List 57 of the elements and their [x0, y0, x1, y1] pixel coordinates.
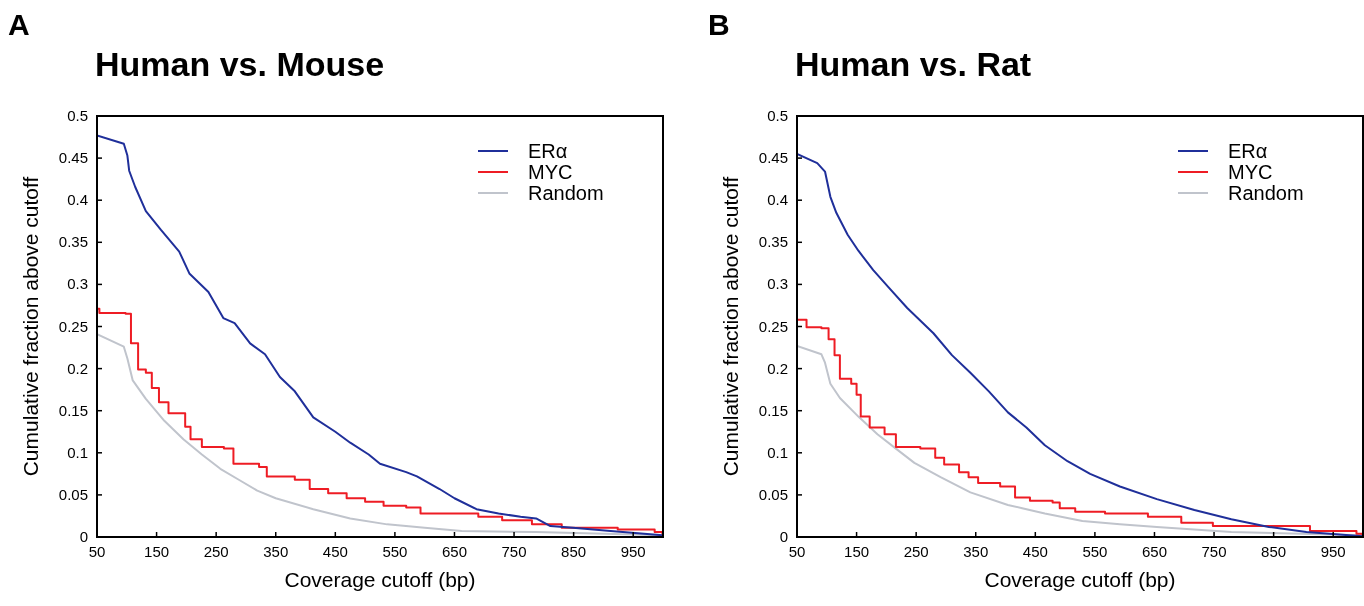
- text: A: [8, 8, 30, 41]
- y-tick-label: 0: [779, 528, 788, 545]
- x-tick-label: 250: [203, 543, 229, 560]
- x-tick-label: 450: [322, 543, 348, 560]
- x-tick-label: 950: [1320, 543, 1346, 560]
- legend-label: MYC: [528, 161, 573, 183]
- x-tick-label: 450: [1022, 543, 1048, 560]
- y-tick-label: 0.4: [767, 191, 788, 209]
- x-tick-label: 950: [620, 543, 646, 560]
- y-tick-label: 0.45: [758, 149, 788, 167]
- y-axis-title: Cumulative fraction above cutoff: [719, 176, 742, 477]
- y-tick-label: 0.2: [767, 359, 788, 377]
- y-tick-label: 0.45: [58, 149, 88, 167]
- y-tick-label: 0.5: [67, 107, 88, 124]
- x-axis-title: Coverage cutoff (bp): [284, 568, 476, 591]
- y-tick-label: 0.3: [67, 275, 88, 293]
- y-tick-label: 0.25: [758, 317, 788, 335]
- legend-label: MYC: [1228, 161, 1273, 183]
- y-tick-label: 0: [79, 528, 88, 545]
- x-tick-label: 50: [788, 543, 806, 560]
- x-tick-label: 550: [382, 543, 408, 560]
- text: B: [708, 8, 730, 41]
- x-tick-label: 150: [144, 543, 170, 560]
- y-tick-label: 0.15: [58, 401, 88, 419]
- legend-label: Random: [528, 182, 604, 204]
- x-tick-label: 850: [1261, 543, 1287, 560]
- y-tick-label: 0.05: [58, 485, 88, 503]
- y-tick-label: 0.1: [767, 443, 788, 461]
- x-tick-label: 850: [561, 543, 587, 560]
- legend-label: ERα: [1228, 140, 1268, 162]
- x-tick-label: 750: [501, 543, 527, 560]
- x-tick-label: 350: [963, 543, 989, 560]
- x-tick-label: 550: [1082, 543, 1108, 560]
- y-tick-label: 0.5: [767, 107, 788, 124]
- y-tick-label: 0.35: [58, 233, 88, 251]
- chart-title: Human vs. Mouse: [95, 45, 385, 83]
- y-axis-title: Cumulative fraction above cutoff: [19, 176, 42, 477]
- y-tick-label: 0.3: [767, 275, 788, 293]
- y-tick-label: 0.35: [758, 233, 788, 251]
- y-tick-label: 0.05: [758, 485, 788, 503]
- x-tick-label: 650: [1141, 543, 1167, 560]
- chart-title: Human vs. Rat: [795, 45, 1032, 83]
- x-tick-label: 250: [903, 543, 929, 560]
- line-series: [97, 134, 663, 537]
- y-tick-label: 0.2: [67, 359, 88, 377]
- x-tick-label: 650: [441, 543, 467, 560]
- legend-label: Random: [1228, 182, 1304, 204]
- x-tick-label: 50: [88, 543, 106, 560]
- x-tick-label: 350: [263, 543, 289, 560]
- x-tick-label: 750: [1201, 543, 1227, 560]
- x-tick-label: 150: [844, 543, 870, 560]
- y-tick-label: 0.15: [758, 401, 788, 419]
- x-axis-title: Coverage cutoff (bp): [984, 568, 1176, 591]
- y-tick-label: 0.25: [58, 317, 88, 335]
- legend-label: ERα: [528, 140, 568, 162]
- y-tick-label: 0.4: [67, 191, 88, 209]
- y-tick-label: 0.1: [67, 443, 88, 461]
